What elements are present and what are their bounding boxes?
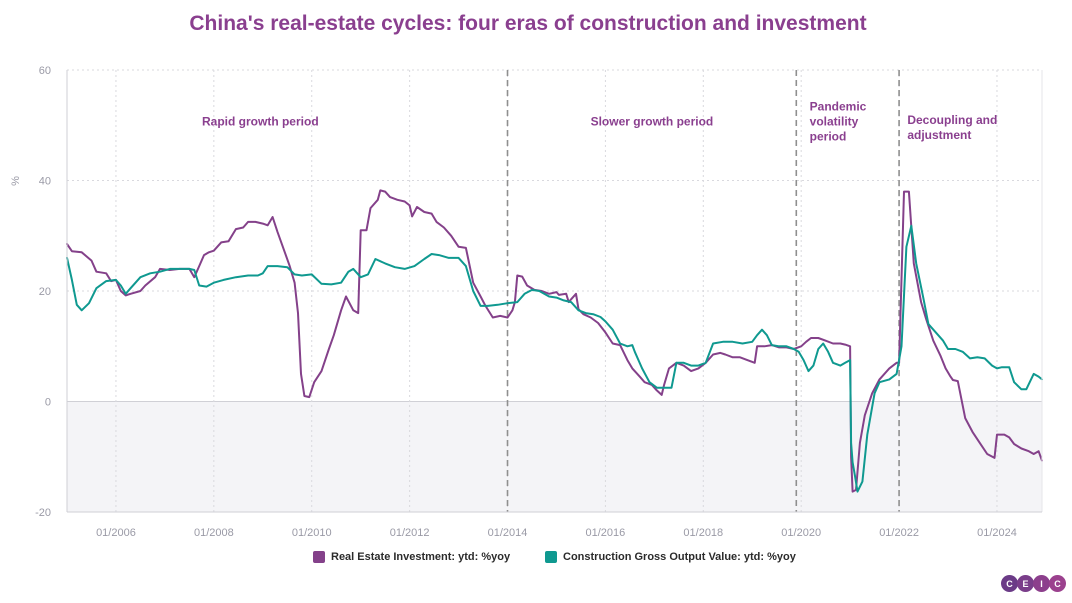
era-label: Decoupling and <box>907 113 997 127</box>
x-tick-label: 01/2018 <box>683 527 723 539</box>
legend-label-construction: Construction Gross Output Value: ytd: %y… <box>563 551 796 563</box>
y-tick-label: 20 <box>39 286 51 298</box>
background-layer <box>67 401 1042 512</box>
legend-swatch-investment <box>313 551 325 563</box>
legend-item-investment[interactable]: Real Estate Investment: ytd: %yoy <box>313 551 510 563</box>
y-axis-label: % <box>10 176 22 186</box>
x-tick-label: 01/2016 <box>586 527 626 539</box>
logo-letter-e: E <box>1017 575 1034 592</box>
era-labels: Rapid growth period Slower growth period P… <box>202 99 997 143</box>
ceic-logo: C E I C <box>1001 575 1066 592</box>
y-tick-label: 40 <box>39 176 51 188</box>
legend-item-construction[interactable]: Construction Gross Output Value: ytd: %y… <box>545 551 796 563</box>
x-tick-label: 01/2020 <box>781 527 821 539</box>
series-line-investment <box>66 189 1043 493</box>
series-line-construction <box>66 224 1043 493</box>
era-label: Pandemic <box>810 99 867 113</box>
chart-title: China's real-estate cycles: four eras of… <box>189 12 867 35</box>
era-label: Rapid growth period <box>202 114 319 128</box>
x-tick-label: 01/2010 <box>292 527 332 539</box>
series-lines <box>66 189 1043 493</box>
y-tick-label: -20 <box>35 507 51 519</box>
negative-region-band <box>67 401 1042 512</box>
x-tick-label: 01/2014 <box>488 527 528 539</box>
logo-letter-c2: C <box>1049 575 1066 592</box>
x-tick-label: 01/2006 <box>96 527 136 539</box>
logo-letter-i: I <box>1033 575 1050 592</box>
era-label: Slower growth period <box>591 114 714 128</box>
x-tick-label: 01/2008 <box>194 527 234 539</box>
x-tick-label: 01/2012 <box>390 527 430 539</box>
legend-label-investment: Real Estate Investment: ytd: %yoy <box>331 551 511 563</box>
x-tick-label: 01/2022 <box>879 527 919 539</box>
logo-letter-c1: C <box>1001 575 1018 592</box>
era-label: volatility <box>810 114 859 128</box>
y-tick-label: 60 <box>39 65 51 77</box>
legend-swatch-construction <box>545 551 557 563</box>
era-label: period <box>810 129 847 143</box>
era-dividers <box>506 70 900 512</box>
x-tick-label: 01/2024 <box>977 527 1017 539</box>
axes: -20 0 20 40 60 01/2006 01/2008 01/2010 01/2012 01… <box>10 65 1043 539</box>
y-tick-label: 0 <box>45 397 51 409</box>
era-label: adjustment <box>907 128 971 142</box>
